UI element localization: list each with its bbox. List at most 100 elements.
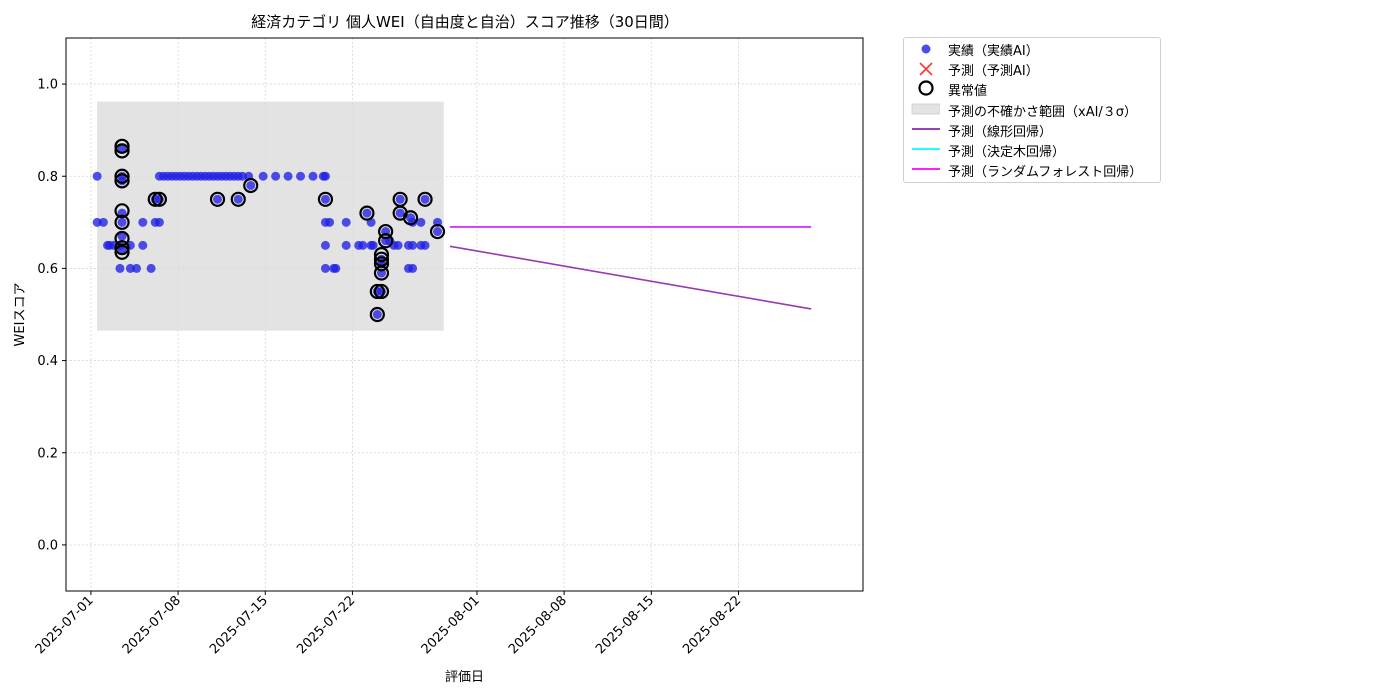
legend-label-tree: 予測（決定木回帰） — [948, 145, 1066, 160]
y-tick-label: 0.6 — [37, 262, 58, 277]
x-tick-label: 2025-08-15 — [593, 593, 657, 657]
actual-point — [320, 171, 330, 181]
uncertainty-band-layer — [97, 101, 444, 331]
actual-point — [125, 263, 135, 273]
anomaly-ring — [151, 191, 167, 207]
actual-point — [283, 171, 293, 181]
x-tick-label: 2025-07-08 — [120, 593, 184, 657]
actual-point — [325, 217, 335, 227]
actual-point — [372, 310, 382, 319]
x-tick-label: 2025-08-08 — [506, 593, 570, 657]
x-tick-label: 2025-08-01 — [419, 593, 483, 657]
plot-frame — [65, 37, 864, 592]
y-tick-label: 0.4 — [37, 354, 58, 369]
actual-point — [395, 194, 405, 204]
anomaly-ring — [369, 306, 385, 323]
legend-line-cyan-icon — [912, 148, 940, 150]
legend-item-actual: 実績（実績AI） — [904, 38, 1160, 59]
x-tick-label: 2025-08-22 — [680, 593, 744, 657]
actual-point — [117, 231, 127, 241]
legend-item-band: 予測の不確かさ範囲（xAI/３σ） — [904, 99, 1160, 120]
anomaly-ring — [230, 191, 246, 207]
legend-label-anomaly: 異常値 — [948, 84, 988, 99]
chart-legend: 実績（実績AI） 予測（予測AI） 異常値 予測の不確かさ範囲（xAI/３σ） … — [903, 37, 1161, 183]
anomaly-ring — [317, 191, 334, 207]
anomaly-ring — [373, 265, 390, 281]
actual-point — [233, 194, 243, 204]
anomaly-ring — [429, 223, 446, 240]
legend-ring-icon — [918, 80, 934, 96]
actual-point — [341, 217, 351, 227]
y-tick-label: 1.0 — [37, 78, 58, 93]
anomaly-ring — [114, 143, 130, 159]
chart-title: 経済カテゴリ 個人WEI（自由度と自治）スコア推移（30日間） — [251, 13, 679, 31]
actual-point — [433, 227, 443, 237]
legend-label-linear: 予測（線形回帰） — [948, 125, 1053, 140]
anomaly-ring — [373, 246, 390, 263]
anomaly-ring — [369, 283, 385, 300]
actual-point — [420, 240, 430, 250]
actual-point — [408, 240, 418, 250]
anomaly-ring — [402, 210, 419, 226]
actual-point — [362, 208, 372, 218]
actual-point — [320, 240, 330, 250]
anomaly-ring — [114, 240, 130, 256]
actual-point — [408, 263, 418, 273]
anomaly-ring — [373, 283, 390, 300]
anomaly-ring — [359, 205, 375, 221]
legend-dot-icon — [921, 44, 931, 54]
anomaly-ring — [417, 191, 433, 207]
actual-point — [416, 217, 426, 227]
actual-point — [331, 263, 341, 273]
forecast-line-4 — [449, 245, 812, 310]
actual-point — [271, 171, 281, 181]
x-axis-label: 評価日 — [445, 670, 484, 685]
legend-item-tree: 予測（決定木回帰） — [904, 139, 1160, 160]
actual-point — [146, 263, 156, 273]
legend-label-forest: 予測（ランダムフォレスト回帰） — [948, 165, 1143, 180]
legend-label-actual: 実績（実績AI） — [948, 44, 1039, 59]
y-axis-label: WEIスコア — [13, 283, 28, 347]
actual-point — [117, 245, 127, 255]
actual-point — [92, 171, 102, 181]
anomaly-ring — [378, 233, 394, 249]
actual-point — [132, 263, 142, 273]
actual-point — [138, 240, 148, 250]
anomaly-ring — [114, 173, 130, 189]
legend-item-forest: 予測（ランダムフォレスト回帰） — [904, 159, 1160, 180]
actual-point — [213, 194, 223, 204]
anomaly-ring — [209, 191, 226, 207]
actual-point — [258, 171, 268, 181]
actual-point — [115, 263, 125, 273]
anomaly-ring — [147, 191, 163, 207]
y-tick-label: 0.8 — [37, 170, 58, 185]
y-tick-label: 0.0 — [37, 538, 58, 553]
actual-point — [246, 180, 256, 190]
actual-point — [296, 171, 306, 181]
legend-item-linear: 予測（線形回帰） — [904, 119, 1160, 140]
legend-label-forecast: 予測（予測AI） — [948, 64, 1039, 79]
actual-point — [117, 217, 127, 227]
actual-point — [154, 217, 164, 227]
actual-point — [92, 217, 102, 227]
legend-item-forecast: 予測（予測AI） — [904, 58, 1160, 79]
actual-point — [320, 194, 330, 204]
anomaly-ring — [114, 203, 130, 219]
anomaly-ring — [114, 214, 130, 230]
x-tick-label: 2025-07-15 — [207, 593, 271, 657]
legend-line-purple-icon — [912, 128, 940, 130]
anomaly-ring — [114, 168, 130, 184]
actual-point — [98, 217, 108, 227]
actual-point — [358, 240, 368, 250]
actual-point — [117, 144, 127, 154]
actual-point — [308, 171, 318, 181]
actual-point — [395, 208, 405, 218]
legend-line-magenta-icon — [912, 168, 940, 170]
legend-patch-icon — [911, 103, 940, 115]
actual-point — [138, 217, 148, 227]
x-tick-label: 2025-07-22 — [294, 593, 358, 657]
forecast-lines-layer — [449, 226, 812, 310]
anomaly-ring — [114, 244, 130, 260]
legend-cross-icon — [919, 62, 933, 76]
